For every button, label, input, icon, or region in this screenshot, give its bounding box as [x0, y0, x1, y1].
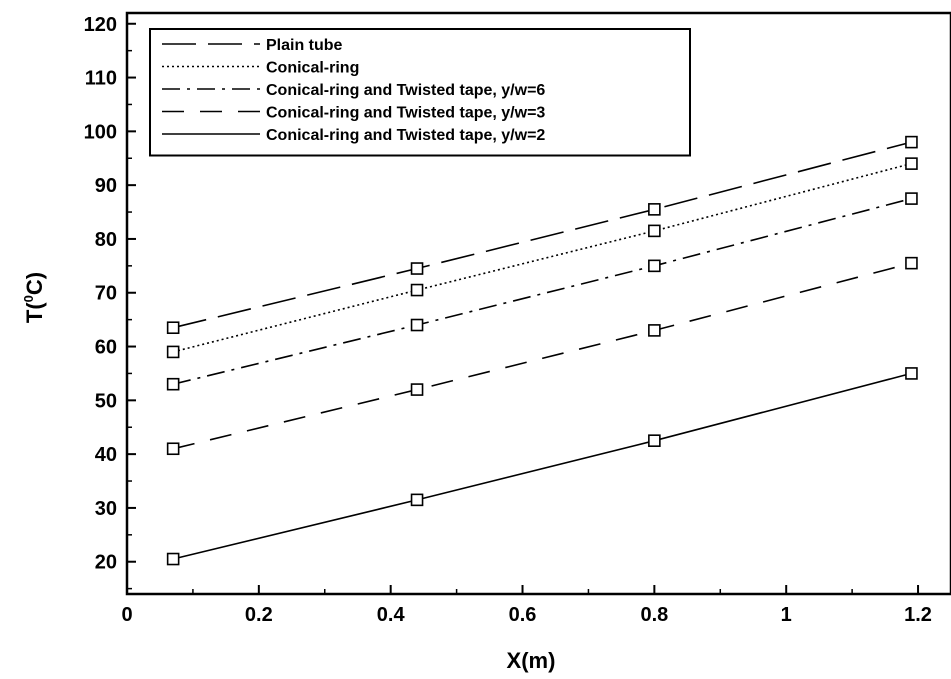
data-point-marker [410, 262, 424, 275]
legend-entry-label: Conical-ring and Twisted tape, y/w=3 [266, 105, 545, 122]
data-point-marker [166, 321, 180, 335]
x-axis: 0 0.2 0.4 0.6 0.8 1 1.2 [121, 585, 932, 626]
x-tick-label: 0.6 [509, 604, 537, 626]
y-tick-label: 40 [95, 444, 117, 466]
y-tick-label: 110 [85, 68, 117, 90]
data-point-marker [166, 377, 180, 391]
y-axis: 20 30 40 50 60 70 80 90 100 110 120 [84, 14, 136, 590]
data-point-marker [905, 367, 918, 380]
legend-entry-label: Conical-ring and Twisted tape, y/w=6 [266, 82, 545, 99]
x-tick-label: 1 [781, 604, 792, 626]
data-point-marker [648, 259, 661, 273]
y-tick-label: 100 [84, 121, 117, 143]
y-tick-label: 120 [84, 14, 117, 36]
y-tick-label: 70 [95, 283, 117, 305]
x-tick-label: 0 [121, 604, 132, 626]
data-point-marker [166, 552, 180, 566]
data-point-marker [648, 224, 661, 238]
series-5 [166, 367, 918, 566]
y-tick-label: 30 [95, 498, 117, 520]
y-axis-title-unit: C) [22, 272, 47, 295]
data-point-marker [905, 192, 918, 205]
data-point-marker [648, 434, 661, 447]
data-point-marker [648, 203, 661, 216]
data-point-marker [166, 442, 180, 456]
y-axis-title-superscript: 0 [21, 295, 36, 302]
series-line [172, 162, 912, 353]
legend-entry-label: Plain tube [266, 37, 343, 54]
x-tick-label: 0.8 [640, 604, 668, 626]
data-point-marker [905, 256, 918, 270]
data-point-marker [166, 345, 180, 359]
legend: Plain tube Conical-ring Conical-ring and T… [149, 28, 691, 157]
legend-entry-label: Conical-ring and Twisted tape, y/w=2 [266, 127, 545, 144]
y-axis-title: T(0C) [21, 272, 47, 323]
series-2 [166, 157, 918, 359]
x-tick-label: 0.4 [377, 604, 406, 626]
legend-entry-label: Conical-ring [266, 60, 359, 77]
series-line [172, 372, 912, 560]
series-line [172, 262, 912, 450]
series-line [172, 141, 912, 329]
data-point-marker [410, 493, 424, 507]
x-axis-title: X(m) [507, 648, 556, 673]
plot-frame [125, 11, 951, 596]
data-point-marker [410, 383, 424, 396]
x-tick-label: 0.2 [245, 604, 273, 626]
y-tick-label: 50 [95, 390, 117, 412]
series-1 [166, 135, 918, 335]
series-3 [166, 192, 918, 391]
y-tick-label: 80 [95, 229, 117, 251]
plot-area [166, 135, 918, 566]
series-4 [166, 256, 918, 456]
data-point-marker [905, 157, 918, 170]
data-point-marker [905, 135, 918, 149]
y-tick-label: 90 [95, 175, 117, 197]
y-tick-label: 60 [95, 337, 117, 359]
data-point-marker [648, 324, 661, 337]
y-axis-title-main: T( [22, 302, 47, 323]
data-point-marker [410, 318, 424, 332]
y-tick-label: 20 [95, 552, 117, 574]
data-point-marker [410, 283, 424, 297]
x-tick-label: 1.2 [904, 604, 932, 626]
